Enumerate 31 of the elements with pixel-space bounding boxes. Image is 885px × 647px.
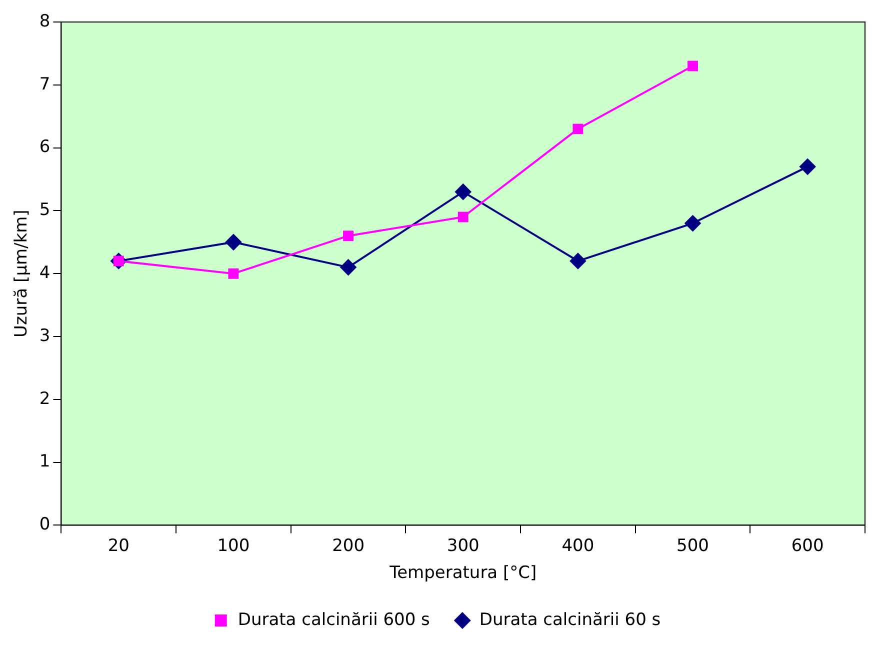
point [688,60,698,72]
x-axis-title: Temperatura [°C] [388,563,537,584]
y-tick-label: 4 [39,263,50,284]
y-tick-label: 1 [39,452,50,472]
point [228,268,239,279]
y-tick-label: 3 [39,326,50,346]
point [800,158,816,175]
point [343,230,354,242]
point [455,184,472,200]
y-tick-label: 2 [39,388,50,409]
x-tick-label: 100 [217,536,250,556]
point [458,212,468,222]
y-tick-label: 5 [39,200,50,220]
legend-label: Durata calcinării 600 s [238,610,430,630]
y-axis-title: Uzură [µm/km] [12,210,32,338]
point [572,124,584,134]
legend-label: Durata calcinării 60 s [479,610,661,630]
point [570,253,586,270]
point [684,215,701,232]
x-tick-label: 400 [562,536,594,556]
y-tick-label: 7 [39,74,50,94]
x-tick-label: 20 [108,536,130,556]
x-tick-label: 500 [676,536,709,556]
point [340,259,356,276]
x-tick-label: 200 [332,536,365,556]
x-tick-label: 600 [791,536,824,556]
point [225,234,242,250]
x-tick-label: 300 [446,536,480,556]
y-tick-label: 6 [39,137,50,158]
y-tick-label: 8 [39,11,50,32]
y-tick-label: 0 [39,514,50,535]
